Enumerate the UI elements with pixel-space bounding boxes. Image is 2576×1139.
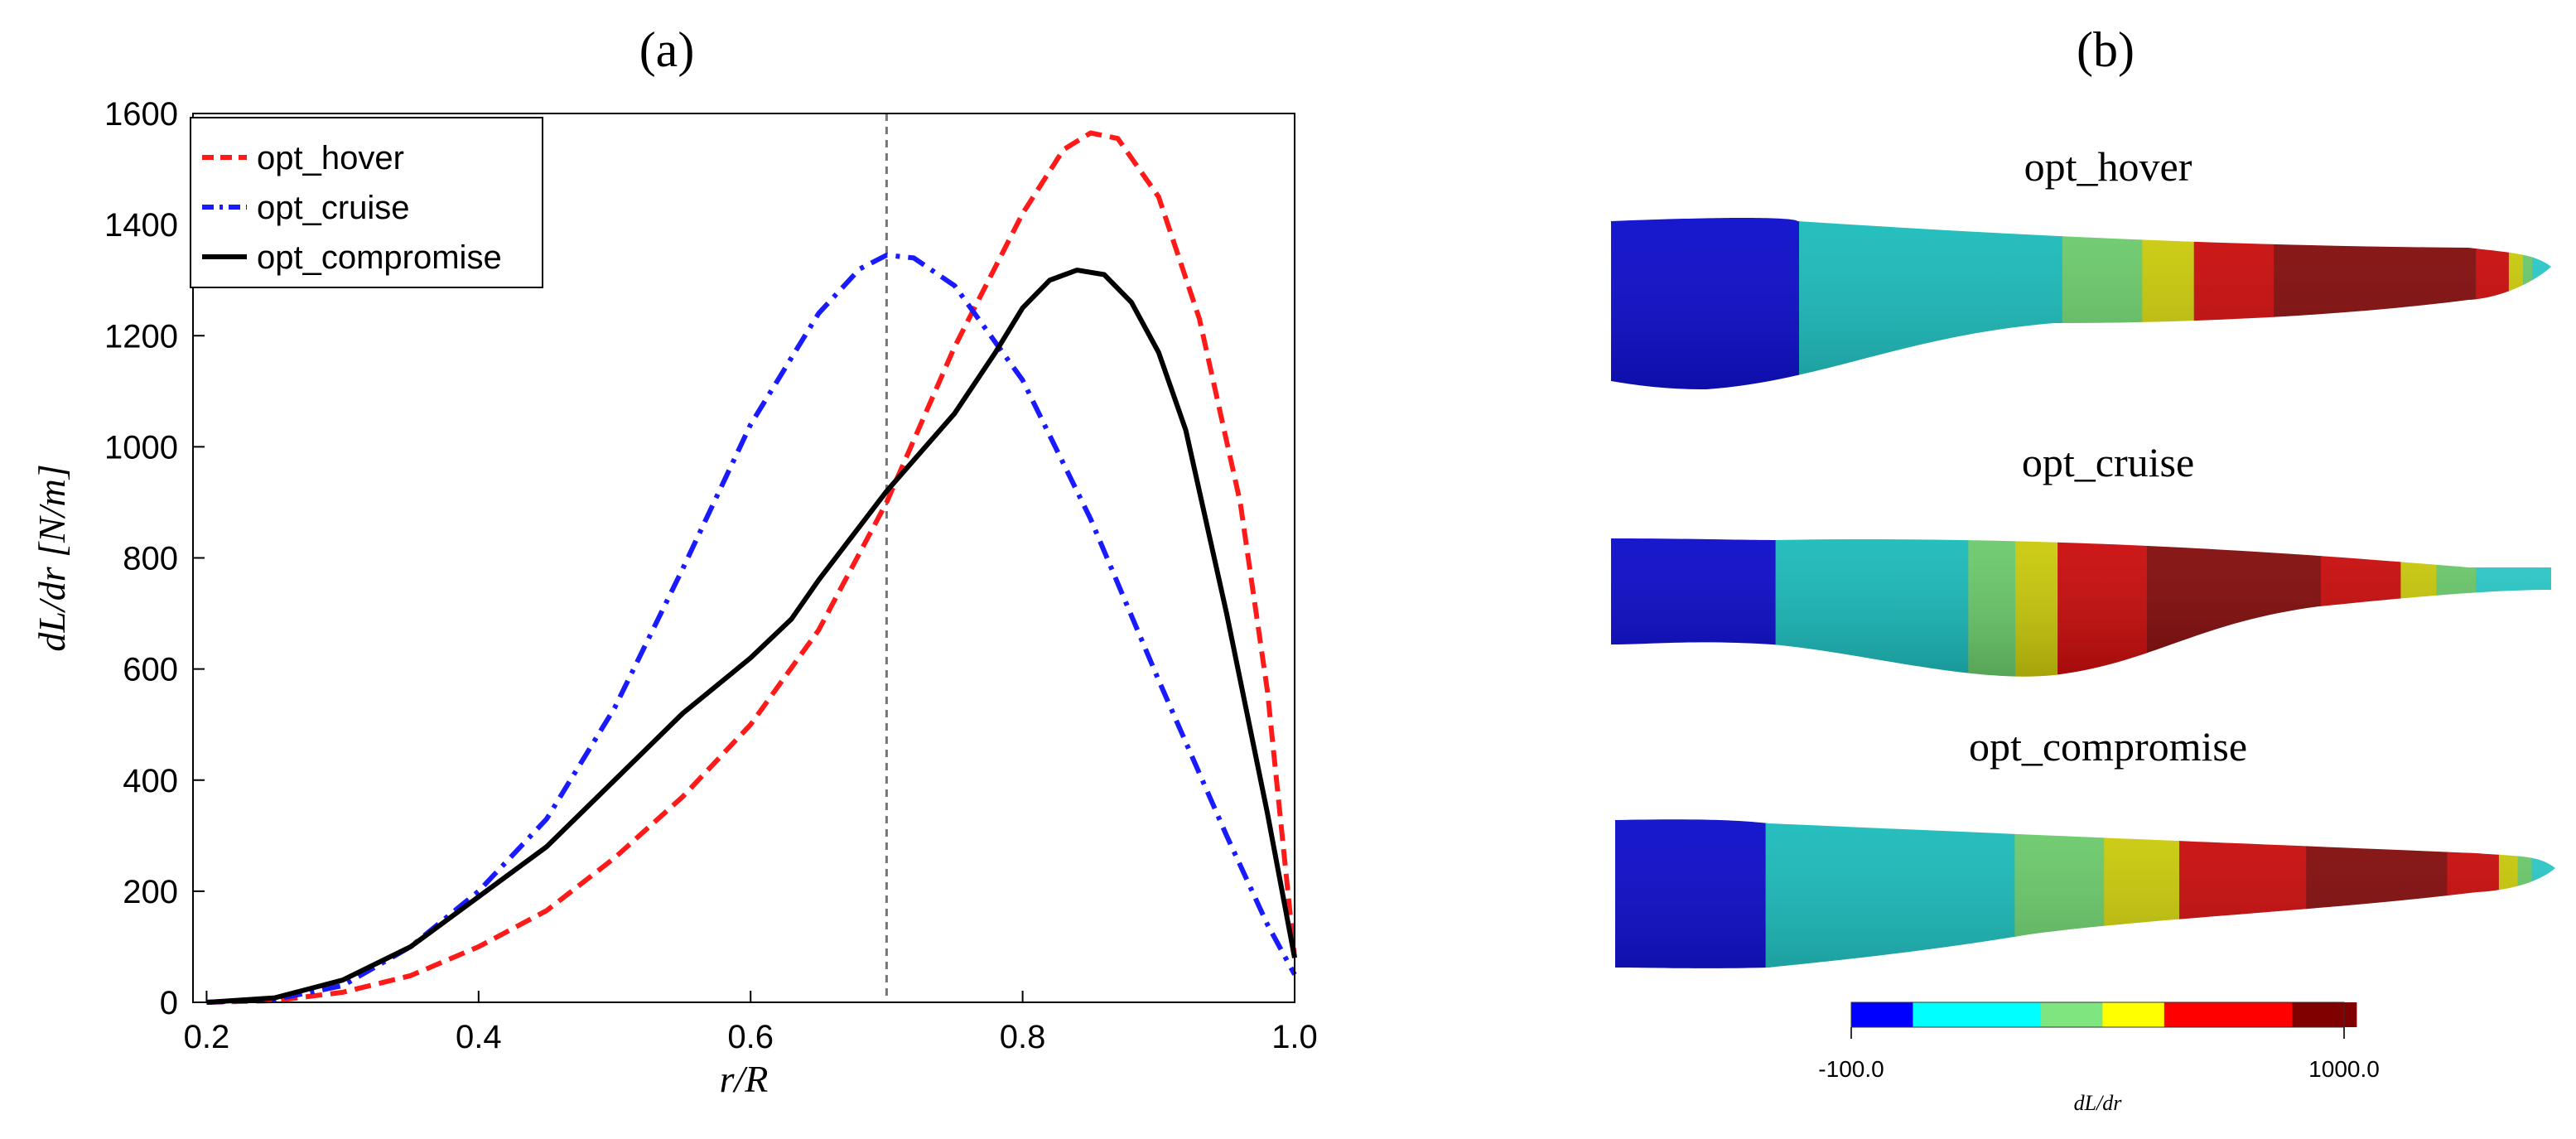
x-tick-label: 0.2 [184, 1019, 230, 1055]
panel-a-label: (a) [639, 22, 695, 77]
blade-band [2476, 217, 2510, 389]
y-tick-label: 200 [123, 874, 178, 910]
line-chart: 0.2 0.4 0.6 0.8 1.0 0 200 400 600 800 1000 1200 1400… [31, 96, 1318, 1100]
y-tick-label: 1400 [104, 207, 178, 244]
y-tick-label: 800 [123, 541, 178, 577]
blade-band [2523, 217, 2534, 389]
legend-label: opt_cruise [257, 190, 410, 226]
y-tick-label: 600 [123, 652, 178, 688]
blade-band [2274, 217, 2477, 389]
blade-title: opt_hover [2024, 143, 2192, 190]
series-group [206, 130, 1297, 1005]
series-line-opt_cruise [206, 253, 1297, 1005]
blade-band [2508, 217, 2524, 389]
blade-title: opt_cruise [2022, 439, 2194, 485]
blade-shading [1611, 538, 2551, 677]
blade-band [2476, 538, 2551, 677]
x-tick-label: 0.4 [456, 1019, 502, 1055]
axis-ticks: 0.2 0.4 0.6 0.8 1.0 0 200 400 600 800 1000 1200 1400… [104, 96, 1318, 1055]
colorbar-segment [1851, 1002, 1913, 1027]
colorbar-frame [1850, 1001, 2345, 1028]
legend-label: opt_hover [257, 140, 404, 176]
x-tick-label: 0.6 [727, 1019, 774, 1055]
blade-title: opt_compromise [1969, 723, 2247, 770]
blade-band [2400, 538, 2438, 677]
y-tick-label: 400 [123, 763, 178, 799]
colorbar-title: dL/dr [2074, 1091, 2123, 1115]
blade-band [2531, 819, 2555, 968]
blade-band [2517, 819, 2533, 968]
legend-label: opt_compromise [257, 239, 502, 276]
blade-shading [1615, 819, 2555, 968]
legend-box [190, 117, 543, 288]
series-line-opt_compromise [206, 268, 1297, 1005]
blades-group: opt_hover opt_cruise opt_compromise [1611, 143, 2555, 968]
blade-heatmap: opt_hover opt_cruise opt_compromise -100.0… [1611, 143, 2555, 1115]
colorbar-max-label: 1000.0 [2308, 1056, 2380, 1082]
y-tick-label: 1200 [104, 318, 178, 355]
colorbar: -100.0 1000.0 dL/dr [1818, 1001, 2380, 1115]
y-axis-label: dL/dr [N/m] [31, 464, 73, 651]
x-tick-label: 0.8 [1000, 1019, 1046, 1055]
colorbar-segment [2292, 1002, 2357, 1027]
blade-band [2447, 819, 2500, 968]
colorbar-segment [2041, 1002, 2103, 1027]
blade-band [2320, 538, 2402, 677]
legend: opt_hover opt_cruise opt_compromise [190, 117, 543, 288]
series-line-opt_hover [206, 130, 1297, 1005]
blade-opt_hover: opt_hover [1611, 143, 2551, 389]
x-axis-label: r/R [720, 1058, 769, 1100]
blade-band [2436, 538, 2477, 677]
panel-b-label: (b) [2077, 22, 2135, 77]
blade-band [2532, 217, 2551, 389]
colorbar-segment [2102, 1002, 2165, 1027]
y-tick-label: 1000 [104, 429, 178, 466]
blade-opt_compromise: opt_compromise [1615, 723, 2555, 968]
y-tick-label: 1600 [104, 96, 178, 133]
colorbar-segment [1913, 1002, 2042, 1027]
x-tick-label: 1.0 [1271, 1019, 1318, 1055]
colorbar-segment [2164, 1002, 2293, 1027]
blade-band [2498, 819, 2519, 968]
blade-shading [1611, 217, 2551, 389]
colorbar-min-label: -100.0 [1818, 1056, 1884, 1082]
blade-opt_cruise: opt_cruise [1611, 439, 2551, 677]
y-tick-label: 0 [160, 985, 178, 1021]
blade-band [2306, 819, 2448, 968]
